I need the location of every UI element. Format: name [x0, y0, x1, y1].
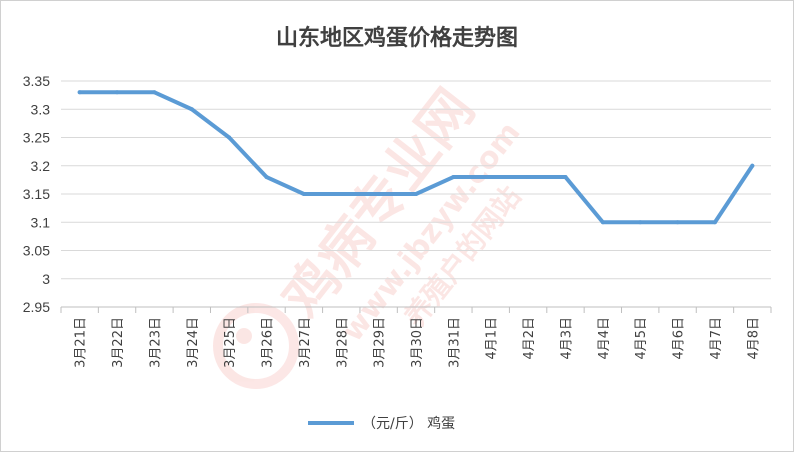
- x-tick-label: 4月2日: [522, 317, 537, 360]
- x-tick-label: 3月21日: [74, 317, 89, 368]
- x-tick-label: 3月24日: [186, 317, 201, 368]
- x-tick-label: 3月22日: [111, 317, 126, 368]
- data-point: [189, 107, 194, 112]
- data-point: [339, 192, 344, 196]
- y-tick-label: 3.2: [31, 158, 51, 174]
- x-tick-label: 3月29日: [373, 317, 388, 368]
- watermark-emblem: [213, 303, 299, 389]
- data-point: [563, 175, 568, 180]
- x-tick-label: 3月31日: [447, 317, 462, 368]
- data-point: [264, 175, 269, 180]
- legend-label: （元/斤） 鸡蛋: [362, 415, 455, 432]
- series-layer: [77, 90, 755, 225]
- y-tick-label: 3.15: [23, 186, 50, 202]
- data-point: [712, 220, 717, 225]
- x-tick-label: 3月27日: [298, 317, 313, 368]
- y-tick-label: 3.25: [23, 130, 50, 146]
- x-tick-label: 4月6日: [672, 317, 687, 360]
- x-tick-label: 3月28日: [335, 317, 350, 368]
- y-tick-label: 2.95: [23, 299, 50, 315]
- y-tick-label: 3.3: [31, 101, 51, 117]
- data-point: [77, 90, 82, 95]
- data-point: [451, 175, 456, 180]
- x-axis: 3月21日 3月22日 3月23日 3月24日 3月25日 3月26日 3月27日 3月28日…: [60, 306, 772, 368]
- x-tick-label: 4月5日: [634, 317, 649, 360]
- x-tick-label: 3月30日: [410, 317, 425, 368]
- data-point: [376, 192, 381, 196]
- y-tick-label: 3.1: [31, 214, 51, 230]
- data-point: [600, 220, 605, 225]
- y-tick-label: 3: [42, 271, 50, 287]
- data-point: [526, 175, 531, 180]
- chart-title: 山东地区鸡蛋价格走势图: [276, 25, 518, 51]
- data-point: [638, 220, 643, 225]
- x-tick-label: 4月1日: [485, 317, 500, 360]
- data-point: [750, 163, 755, 168]
- y-axis: 2.95 3 3.05 3.1 3.15 3.2 3.25 3.3 3.35: [23, 73, 50, 315]
- data-point: [675, 220, 680, 225]
- data-point: [227, 135, 232, 140]
- x-tick-label: 4月4日: [597, 317, 612, 360]
- data-point: [301, 192, 306, 196]
- data-point: [115, 90, 120, 95]
- y-tick-label: 3.35: [23, 73, 50, 89]
- x-tick-label: 4月3日: [559, 317, 574, 360]
- x-tick-label: 4月7日: [709, 317, 724, 360]
- x-tick-label: 3月23日: [148, 317, 163, 368]
- y-tick-label: 3.05: [23, 243, 50, 259]
- x-tick-label: 3月26日: [261, 317, 276, 368]
- data-point: [152, 90, 157, 95]
- x-tick-label: 4月8日: [746, 317, 761, 360]
- legend: （元/斤） 鸡蛋: [308, 415, 455, 432]
- data-point: [414, 192, 418, 196]
- data-point: [488, 175, 493, 180]
- x-tick-label: 3月25日: [223, 317, 238, 368]
